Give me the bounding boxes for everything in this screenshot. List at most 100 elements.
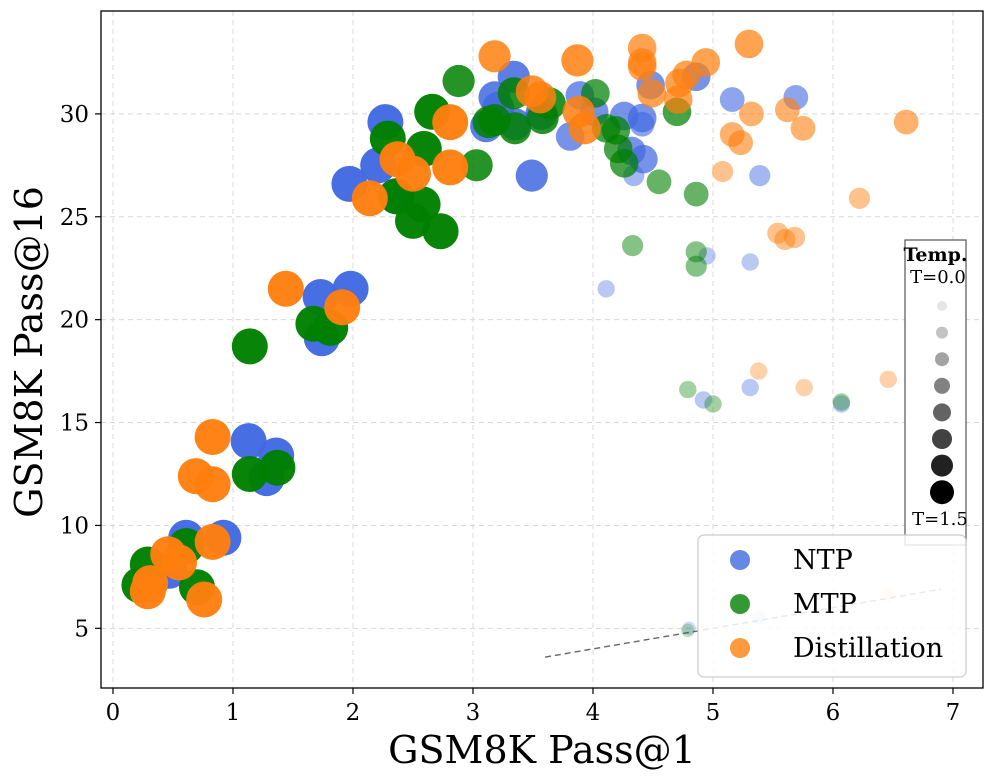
point-distillation bbox=[848, 187, 871, 209]
point-distillation bbox=[186, 581, 223, 618]
point-mtp bbox=[685, 241, 707, 263]
point-distillation bbox=[132, 565, 169, 602]
point-distillation bbox=[879, 370, 897, 388]
legend-label-distillation: Distillation bbox=[793, 633, 943, 664]
temperature-legend: Temp. T=0.0 T=1.5 bbox=[903, 239, 968, 546]
point-mtp bbox=[681, 623, 695, 638]
legend-marker-ntp bbox=[730, 550, 750, 570]
series-legend: NTP MTP Distillation bbox=[697, 534, 967, 678]
axis-ticks: 0 1 2 3 4 5 6 7 5 10 15 20 25 30 bbox=[60, 102, 961, 726]
point-distillation bbox=[774, 228, 796, 250]
x-tick-label: 2 bbox=[346, 700, 361, 726]
point-distillation bbox=[561, 44, 594, 77]
x-tick-label: 7 bbox=[946, 700, 961, 726]
point-mtp bbox=[609, 149, 639, 178]
temperature-legend-dot bbox=[935, 352, 949, 367]
point-distillation bbox=[194, 523, 231, 560]
point-mtp bbox=[259, 449, 296, 486]
temperature-legend-dot bbox=[931, 454, 953, 477]
data-points bbox=[121, 29, 919, 638]
legend-label-ntp: NTP bbox=[793, 545, 853, 576]
point-ntp bbox=[694, 391, 713, 409]
point-mtp bbox=[442, 64, 475, 98]
point-distillation bbox=[568, 112, 601, 145]
plot-frame bbox=[100, 10, 984, 689]
point-distillation bbox=[795, 378, 813, 397]
point-distillation bbox=[432, 104, 469, 141]
temperature-legend-dot bbox=[934, 377, 950, 394]
point-mtp bbox=[832, 393, 851, 411]
point-distillation bbox=[784, 226, 806, 248]
point-distillation bbox=[478, 40, 511, 73]
temperature-legend-dots bbox=[930, 301, 954, 505]
legend-marker-distillation bbox=[730, 638, 750, 658]
point-ntp bbox=[597, 280, 615, 298]
x-tick-label: 5 bbox=[706, 700, 721, 726]
point-distillation bbox=[267, 270, 304, 307]
point-distillation bbox=[775, 97, 800, 123]
point-distillation bbox=[739, 101, 764, 127]
point-ntp bbox=[515, 159, 548, 192]
temperature-legend-title: Temp. bbox=[903, 244, 967, 266]
point-distillation bbox=[324, 289, 361, 326]
point-distillation bbox=[194, 419, 231, 455]
x-tick-label: 1 bbox=[226, 700, 241, 726]
y-axis-title: GSM8K Pass@16 bbox=[7, 186, 51, 518]
temperature-legend-bottom-label: T=1.5 bbox=[912, 509, 968, 530]
legend-marker-mtp bbox=[730, 594, 750, 614]
series-legend-box bbox=[697, 534, 967, 678]
x-axis-title: GSM8K Pass@1 bbox=[388, 728, 696, 772]
point-distillation bbox=[728, 130, 753, 156]
temperature-legend-dot bbox=[937, 301, 947, 311]
point-mtp bbox=[646, 169, 672, 195]
point-distillation bbox=[790, 115, 816, 141]
point-mtp bbox=[683, 181, 709, 207]
point-ntp bbox=[741, 378, 759, 397]
point-distillation bbox=[893, 109, 919, 135]
point-mtp bbox=[231, 456, 268, 492]
point-ntp bbox=[698, 247, 716, 265]
point-distillation bbox=[161, 544, 197, 581]
temperature-legend-dot bbox=[930, 480, 954, 505]
point-ntp bbox=[741, 253, 759, 271]
point-distillation bbox=[712, 160, 734, 183]
point-mtp bbox=[679, 380, 697, 399]
point-mtp bbox=[460, 149, 493, 182]
y-tick-label: 20 bbox=[60, 308, 89, 334]
x-tick-label: 4 bbox=[586, 700, 601, 726]
x-tick-label: 3 bbox=[466, 700, 481, 726]
temperature-legend-dot bbox=[936, 326, 948, 339]
point-distillation bbox=[524, 81, 557, 114]
point-mtp bbox=[231, 328, 268, 365]
legend-label-mtp: MTP bbox=[793, 589, 857, 620]
point-mtp bbox=[704, 395, 722, 413]
point-distillation bbox=[749, 362, 768, 380]
point-distillation bbox=[432, 149, 469, 186]
y-tick-label: 15 bbox=[60, 411, 89, 437]
point-ntp bbox=[629, 111, 655, 137]
point-ntp bbox=[832, 395, 851, 413]
point-mtp bbox=[498, 112, 532, 145]
point-mtp bbox=[404, 186, 441, 223]
point-ntp bbox=[749, 165, 771, 187]
point-distillation bbox=[627, 52, 657, 81]
point-distillation bbox=[637, 79, 667, 108]
point-mtp bbox=[422, 213, 459, 250]
point-distillation bbox=[194, 466, 231, 503]
x-tick-label: 0 bbox=[106, 700, 121, 726]
point-mtp bbox=[685, 255, 707, 277]
point-ntp bbox=[719, 87, 745, 112]
point-distillation bbox=[691, 48, 721, 77]
y-tick-label: 25 bbox=[60, 205, 89, 231]
temperature-legend-dot bbox=[933, 403, 951, 422]
point-ntp bbox=[230, 423, 267, 460]
point-distillation bbox=[395, 155, 431, 192]
temperature-legend-top-label: T=0.0 bbox=[910, 267, 966, 288]
y-tick-label: 30 bbox=[60, 102, 89, 128]
y-tick-label: 10 bbox=[60, 513, 89, 539]
x-tick-label: 6 bbox=[826, 700, 841, 726]
point-distillation bbox=[351, 180, 388, 217]
y-tick-label: 5 bbox=[74, 616, 89, 642]
